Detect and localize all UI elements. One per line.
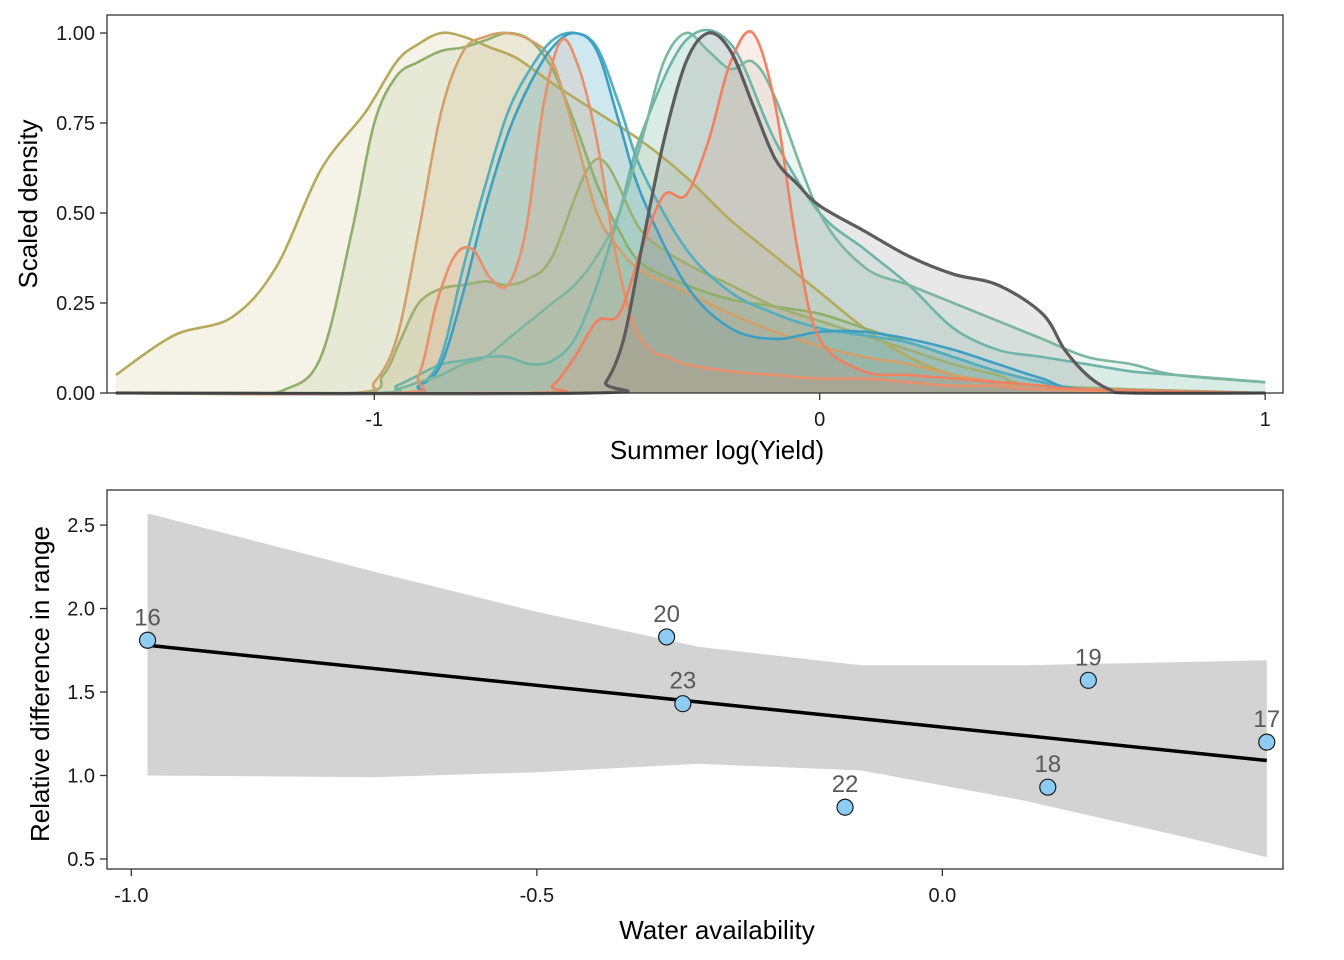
scatter-x-axis: -1.0 -0.5 0.0 (114, 869, 956, 907)
scatter-point-label-16: 16 (134, 604, 161, 631)
density-area-5 (115, 29, 1266, 394)
density-area-1 (115, 32, 1266, 394)
density-y-tick-label: 1.00 (56, 23, 95, 45)
density-panel: -1 0 1 0.00 0.25 0.50 0.75 1.00 Summer log(Yie… (13, 14, 1284, 465)
scatter-point-17 (1258, 733, 1276, 751)
scatter-x-tick-label: -1.0 (114, 885, 148, 907)
scatter-y-tick-label: 2.5 (67, 515, 95, 537)
density-x-tick-label: 0 (814, 409, 825, 431)
scatter-points (138, 628, 1276, 816)
density-line-5 (115, 28, 1266, 395)
density-area-8 (115, 32, 1266, 394)
density-panel-border (106, 14, 1284, 394)
scatter-point-23 (674, 695, 692, 713)
density-y-axis-title: Scaled density (13, 119, 43, 288)
density-y-tick-label: 0.50 (56, 203, 95, 225)
density-area-7 (115, 32, 1266, 394)
density-x-axis: -1 0 1 (365, 393, 1271, 431)
scatter-point-labels: 16 20 23 22 19 18 17 (134, 601, 1280, 798)
scatter-panel: 16 20 23 22 19 18 17 -1.0 -0.5 0.0 0.5 1.0 1.5 2.0 2… (25, 489, 1284, 945)
density-curves (115, 28, 1266, 396)
density-line-8 (115, 31, 1266, 395)
scatter-y-tick-label: 1.5 (67, 682, 95, 704)
density-x-axis-title: Summer log(Yield) (610, 435, 824, 465)
scatter-point-label-17: 17 (1253, 706, 1280, 733)
density-line-6 (115, 31, 1266, 395)
density-y-tick-label: 0.25 (56, 293, 95, 315)
regression-line (147, 643, 1267, 763)
density-line-9 (115, 37, 1266, 396)
scatter-x-axis-title: Water availability (619, 915, 815, 945)
density-y-tick-label: 0.75 (56, 113, 95, 135)
density-area-4 (115, 32, 1266, 394)
density-line-7 (115, 31, 1266, 395)
scatter-x-tick-label: 0.0 (928, 885, 956, 907)
density-x-tick-label: -1 (365, 409, 383, 431)
scatter-point-label-20: 20 (653, 601, 680, 628)
density-y-axis: 0.00 0.25 0.50 0.75 1.00 (56, 23, 107, 405)
scatter-point-label-19: 19 (1075, 644, 1102, 671)
confidence-band-area (147, 513, 1267, 858)
scatter-point-22 (836, 798, 854, 816)
scatter-point-label-22: 22 (832, 771, 859, 798)
scatter-point-16 (138, 631, 157, 649)
density-x-tick-label: 1 (1260, 409, 1271, 431)
scatter-y-tick-label: 0.5 (67, 849, 95, 871)
scatter-y-axis: 0.5 1.0 1.5 2.0 2.5 (67, 515, 107, 871)
scatter-point-18 (1039, 778, 1057, 796)
density-area-6 (115, 32, 1266, 394)
density-line-3 (115, 157, 1266, 396)
scatter-point-label-18: 18 (1034, 751, 1061, 778)
scatter-y-tick-label: 1.0 (67, 766, 95, 788)
density-line-4 (115, 31, 1266, 396)
scatter-x-tick-label: -0.5 (520, 885, 554, 907)
density-area-2 (115, 33, 1266, 394)
density-area-10 (115, 31, 1266, 394)
density-area-11 (115, 32, 1266, 394)
density-y-tick-label: 0.00 (56, 383, 95, 405)
scatter-panel-border (106, 489, 1284, 870)
density-line-11 (115, 31, 1266, 396)
scatter-y-axis-title: Relative difference in range (25, 526, 55, 842)
scatter-point-19 (1079, 671, 1097, 689)
scatter-point-label-23: 23 (669, 668, 696, 695)
scatter-point-20 (658, 628, 676, 646)
regression-fit-line (147, 643, 1267, 763)
confidence-band (147, 513, 1267, 858)
scatter-y-tick-label: 2.0 (67, 599, 95, 621)
